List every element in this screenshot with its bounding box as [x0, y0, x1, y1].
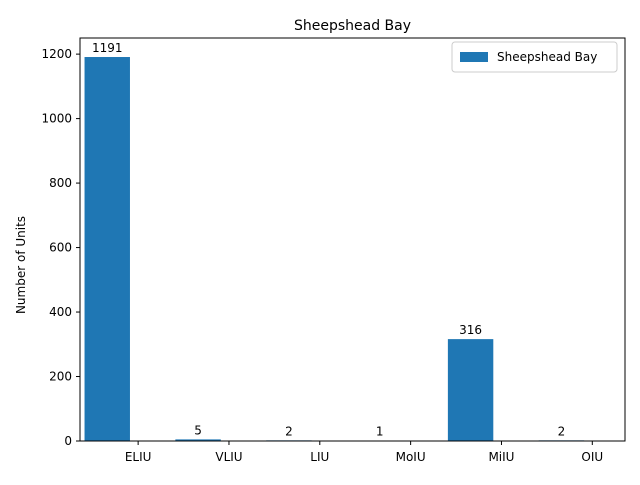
y-tick-label: 200: [49, 370, 72, 384]
data-labels-group: 1191 5 2 1 316 2: [92, 41, 565, 439]
bar-eliu: [85, 57, 130, 441]
y-tick-label: 1000: [41, 112, 72, 126]
y-tick-label: 400: [49, 305, 72, 319]
x-tick-label-moiu: MoIU: [396, 450, 426, 464]
data-label-moiu: 1: [376, 425, 384, 439]
data-label-vliu: 5: [194, 423, 202, 437]
x-tick-label-oiu: OIU: [581, 450, 603, 464]
x-axis: ELIU VLIU LIU MoIU MiIU OIU: [125, 441, 603, 464]
x-tick-label-eliu: ELIU: [125, 450, 152, 464]
legend: Sheepshead Bay: [452, 42, 617, 72]
plot-frame: [80, 38, 625, 441]
x-tick-label-liu: LIU: [310, 450, 329, 464]
bars-group: [85, 57, 585, 441]
data-label-oiu: 2: [558, 424, 566, 438]
chart-title: Sheepshead Bay: [294, 18, 411, 34]
bar-miiu: [448, 339, 493, 441]
y-axis-title: Number of Units: [14, 216, 28, 314]
x-tick-label-vliu: VLIU: [215, 450, 242, 464]
legend-label: Sheepshead Bay: [497, 50, 597, 64]
x-tick-label-miiu: MiIU: [488, 450, 514, 464]
data-label-eliu: 1191: [92, 41, 123, 55]
y-tick-label: 1200: [41, 47, 72, 61]
y-tick-label: 600: [49, 241, 72, 255]
y-tick-label: 800: [49, 176, 72, 190]
y-axis: 0 200 400 600 800 1000 1200: [41, 47, 80, 448]
legend-swatch: [460, 52, 488, 62]
y-tick-label: 0: [64, 434, 72, 448]
data-label-liu: 2: [285, 424, 293, 438]
data-label-miiu: 316: [459, 323, 482, 337]
